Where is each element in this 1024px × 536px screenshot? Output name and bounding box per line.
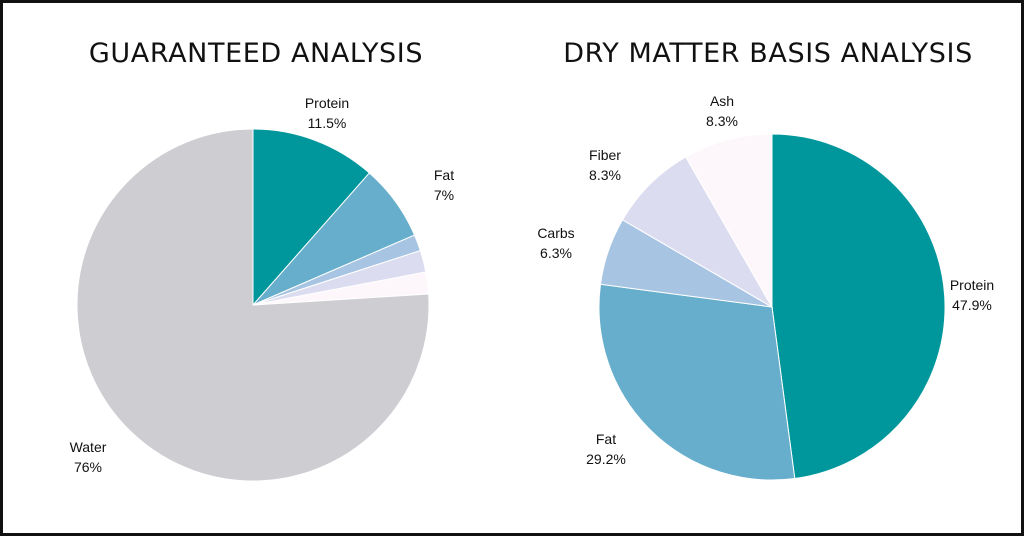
slice-value-fat: 29.2%	[586, 451, 626, 467]
slice-label-fat: Fat	[434, 167, 454, 183]
chart-title-dry-matter-basis-analysis: DRY MATTER BASIS ANALYSIS	[563, 38, 973, 69]
slice-label-protein: Protein	[950, 277, 994, 293]
slice-label-protein: Protein	[305, 95, 349, 111]
pie-slice-fiber	[621, 156, 774, 309]
slice-label-carbs: Carbs	[537, 225, 574, 241]
pie-slice-fat	[598, 283, 796, 481]
pie-slice-protein	[252, 128, 371, 307]
slice-value-ash: 8.3%	[706, 113, 738, 129]
slice-value-carbs: 6.3%	[540, 245, 572, 261]
slice-label-fat: Fat	[596, 431, 616, 447]
slice-value-protein: 11.5%	[308, 115, 347, 131]
slice-value-water: 76%	[74, 459, 102, 475]
pie-guaranteed-analysis: Protein 11.5% Fat 7% Water 76%	[70, 95, 454, 482]
slice-value-protein: 47.9%	[952, 297, 992, 313]
pie-slice-protein	[771, 133, 946, 480]
pie-dry-matter-basis: Protein 47.9% Fat 29.2% Carbs 6.3% Fiber 8.3% As…	[537, 93, 994, 481]
slice-label-ash: Ash	[710, 93, 734, 109]
slice-value-fiber: 8.3%	[589, 167, 621, 183]
slice-value-fat: 7%	[434, 187, 454, 203]
slice-label-fiber: Fiber	[589, 147, 621, 163]
pie-slice-water	[76, 128, 430, 482]
pie-slice-ash	[685, 133, 773, 309]
slice-label-water: Water	[70, 439, 107, 455]
chart-title-guaranteed-analysis: GUARANTEED ANALYSIS	[88, 38, 424, 69]
